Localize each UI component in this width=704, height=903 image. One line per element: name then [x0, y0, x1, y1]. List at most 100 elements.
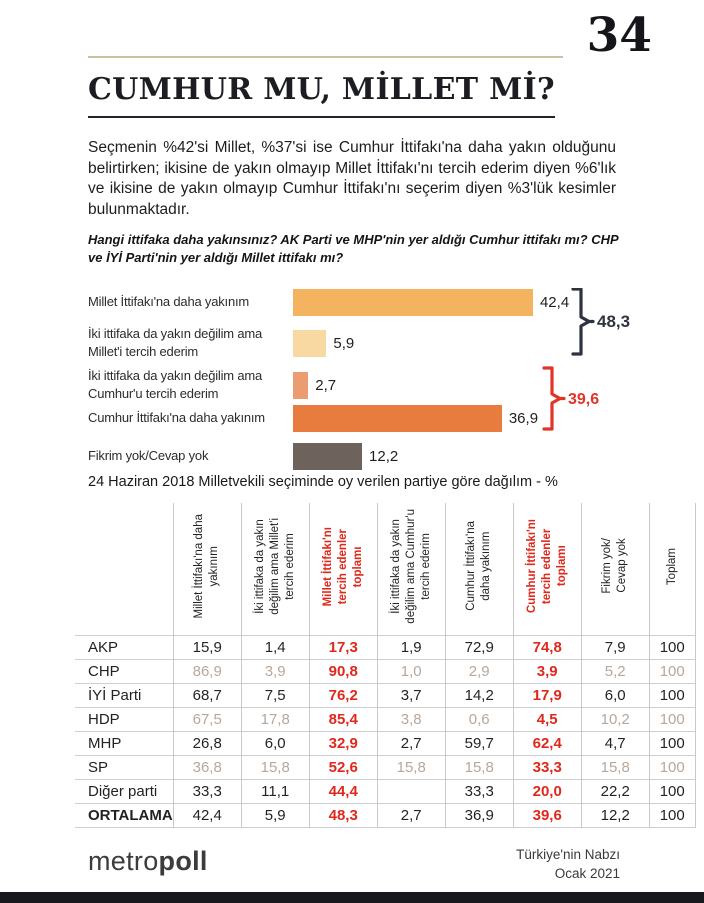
party-name-cell: ORTALAMA — [75, 802, 174, 828]
table-cell — [376, 778, 446, 803]
column-header-label: Cumhur İttifakı'nı tercih edenler toplam… — [525, 519, 568, 614]
table-row: AKP 15,9 1,4 17,3 1,9 72,9 74,8 7,9 100 — [75, 634, 696, 659]
table-cell: 100 — [648, 634, 696, 659]
table-cell: 5,9 — [240, 802, 310, 828]
column-header-label: Cumhur İttifakı'na daha yakınım — [465, 521, 493, 612]
chart-bar-cumhur-close — [293, 404, 502, 432]
column-header-label: Fikrim yok/ Cevap yok — [601, 538, 629, 595]
table-cell: 15,8 — [240, 754, 310, 779]
column-header-label: İki ittifaka da yakın değilim ama Cumhur… — [389, 508, 432, 624]
chart-category-label: Fikrim yok/Cevap yok — [88, 448, 209, 464]
alliance-bar-chart: Millet İttifakı'na daha yakınım 42,4 İki… — [88, 288, 648, 474]
party-name-cell: Diğer parti — [75, 778, 174, 803]
logo-light-part: metro — [88, 846, 159, 876]
party-alliance-table: Millet İttifakı'na daha yakınım İki itti… — [75, 503, 696, 828]
party-name-cell: HDP — [75, 706, 174, 731]
table-cell: 17,3 — [308, 634, 378, 659]
party-name-cell: SP — [75, 754, 174, 779]
table-cell: 100 — [648, 706, 696, 731]
table-cell: 36,8 — [172, 754, 242, 779]
table-cell: 17,8 — [240, 706, 310, 731]
table-cell: 72,9 — [444, 634, 514, 659]
column-header-label: İki ittifaka da yakın değilim ama Millet… — [253, 517, 296, 615]
table-row: MHP 26,8 6,0 32,9 2,7 59,7 62,4 4,7 100 — [75, 730, 696, 755]
party-column-header — [75, 503, 173, 635]
column-header: Toplam — [648, 503, 696, 635]
page-number: 34 — [586, 8, 652, 63]
table-cell: 2,7 — [376, 730, 446, 755]
chart-category-label: İki ittifaka da yakın değilim ama Cumhur… — [88, 368, 263, 401]
table-caption: 24 Haziran 2018 Milletvekili seçiminde o… — [88, 474, 558, 490]
table-cell: 3,7 — [376, 682, 446, 707]
table-cell: 5,2 — [580, 658, 650, 683]
table-cell: 26,8 — [172, 730, 242, 755]
table-cell: 11,1 — [240, 778, 310, 803]
table-cell: 15,9 — [172, 634, 242, 659]
chart-bar-millet-close — [293, 288, 533, 316]
chart-value-label: 2,7 — [315, 376, 337, 394]
chart-bar-millet-prefer — [293, 329, 327, 357]
table-cell: 17,9 — [512, 682, 582, 707]
chart-value-label: 42,4 — [539, 293, 570, 311]
edition-date: Ocak 2021 — [554, 865, 620, 881]
table-cell: 100 — [648, 730, 696, 755]
chart-value-label: 36,9 — [508, 409, 539, 427]
table-cell: 2,7 — [376, 802, 446, 828]
table-cell: 3,9 — [240, 658, 310, 683]
column-header-label: Millet İttifakı'na daha yakınım — [193, 514, 221, 619]
table-cell: 36,9 — [444, 802, 514, 828]
table-row: ORTALAMA 42,4 5,9 48,3 2,7 36,9 39,6 12,2 100 — [75, 802, 696, 828]
column-header: Millet İttifakı'nı tercih edenler toplam… — [308, 503, 378, 635]
table-row: İYİ Parti 68,7 7,5 76,2 3,7 14,2 17,9 6,0 100 — [75, 682, 696, 707]
table-cell: 90,8 — [308, 658, 378, 683]
table-cell: 6,0 — [240, 730, 310, 755]
table-cell: 48,3 — [308, 802, 378, 828]
page-title: CUMHUR MU, MİLLET Mİ? — [88, 72, 555, 118]
table-cell: 85,4 — [308, 706, 378, 731]
column-header: İki ittifaka da yakın değilim ama Cumhur… — [376, 503, 446, 635]
column-header: İki ittifaka da yakın değilim ama Millet… — [240, 503, 310, 635]
column-header: Cumhur İttifakı'na daha yakınım — [444, 503, 514, 635]
intro-paragraph: Seçmenin %42'si Millet, %37'si ise Cumhu… — [88, 139, 616, 218]
edition-info: Türkiye'nin Nabzı Ocak 2021 — [516, 846, 620, 884]
table-cell: 14,2 — [444, 682, 514, 707]
column-header-label: Toplam — [665, 547, 678, 585]
table-cell: 6,0 — [580, 682, 650, 707]
table-cell: 52,6 — [308, 754, 378, 779]
table-cell: 4,7 — [580, 730, 650, 755]
table-cell: 15,8 — [376, 754, 446, 779]
table-cell: 76,2 — [308, 682, 378, 707]
bottom-bar — [0, 892, 704, 903]
table-cell: 42,4 — [172, 802, 242, 828]
chart-value-label: 5,9 — [333, 334, 355, 352]
table-cell: 3,8 — [376, 706, 446, 731]
chart-category-label: Millet İttifakı'na daha yakınım — [88, 294, 250, 310]
metropoll-logo: metropoll — [88, 846, 208, 877]
table-row: Diğer parti 33,3 11,1 44,4 33,3 20,0 22,2 100 — [75, 778, 696, 803]
table-cell: 59,7 — [444, 730, 514, 755]
table-cell: 0,6 — [444, 706, 514, 731]
table-cell: 33,3 — [444, 778, 514, 803]
table-cell: 44,4 — [308, 778, 378, 803]
table-cell: 3,9 — [512, 658, 582, 683]
column-header: Millet İttifakı'na daha yakınım — [172, 503, 242, 635]
party-name-cell: MHP — [75, 730, 174, 755]
table-body: AKP 15,9 1,4 17,3 1,9 72,9 74,8 7,9 100 CHP 86,9 3,… — [75, 634, 696, 828]
chart-bar-cumhur-prefer — [293, 371, 309, 399]
edition-title: Türkiye'nin Nabzı — [516, 847, 620, 862]
column-header: Fikrim yok/ Cevap yok — [580, 503, 650, 635]
table-cell: 4,5 — [512, 706, 582, 731]
table-cell: 15,8 — [580, 754, 650, 779]
logo-bold-part: poll — [158, 846, 208, 876]
chart-value-label: 12,2 — [369, 447, 399, 465]
table-cell: 7,5 — [240, 682, 310, 707]
table-cell: 32,9 — [308, 730, 378, 755]
table-cell: 100 — [648, 658, 696, 683]
table-cell: 100 — [648, 778, 696, 803]
table-cell: 100 — [648, 754, 696, 779]
chart-row: İki ittifaka da yakın değilim ama Cumhur… — [88, 368, 648, 401]
table-cell: 74,8 — [512, 634, 582, 659]
chart-row: Fikrim yok/Cevap yok 12,2 — [88, 442, 648, 470]
table-cell: 39,6 — [512, 802, 582, 828]
